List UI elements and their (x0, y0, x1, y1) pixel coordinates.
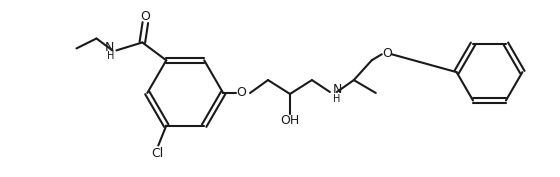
Text: OH: OH (281, 114, 300, 127)
Text: O: O (141, 10, 150, 23)
Text: H: H (333, 94, 340, 104)
Text: Cl: Cl (151, 147, 164, 160)
Text: H: H (107, 51, 114, 61)
Text: N: N (105, 41, 114, 54)
Text: O: O (236, 87, 246, 99)
Text: O: O (382, 47, 391, 60)
Text: N: N (333, 84, 342, 96)
